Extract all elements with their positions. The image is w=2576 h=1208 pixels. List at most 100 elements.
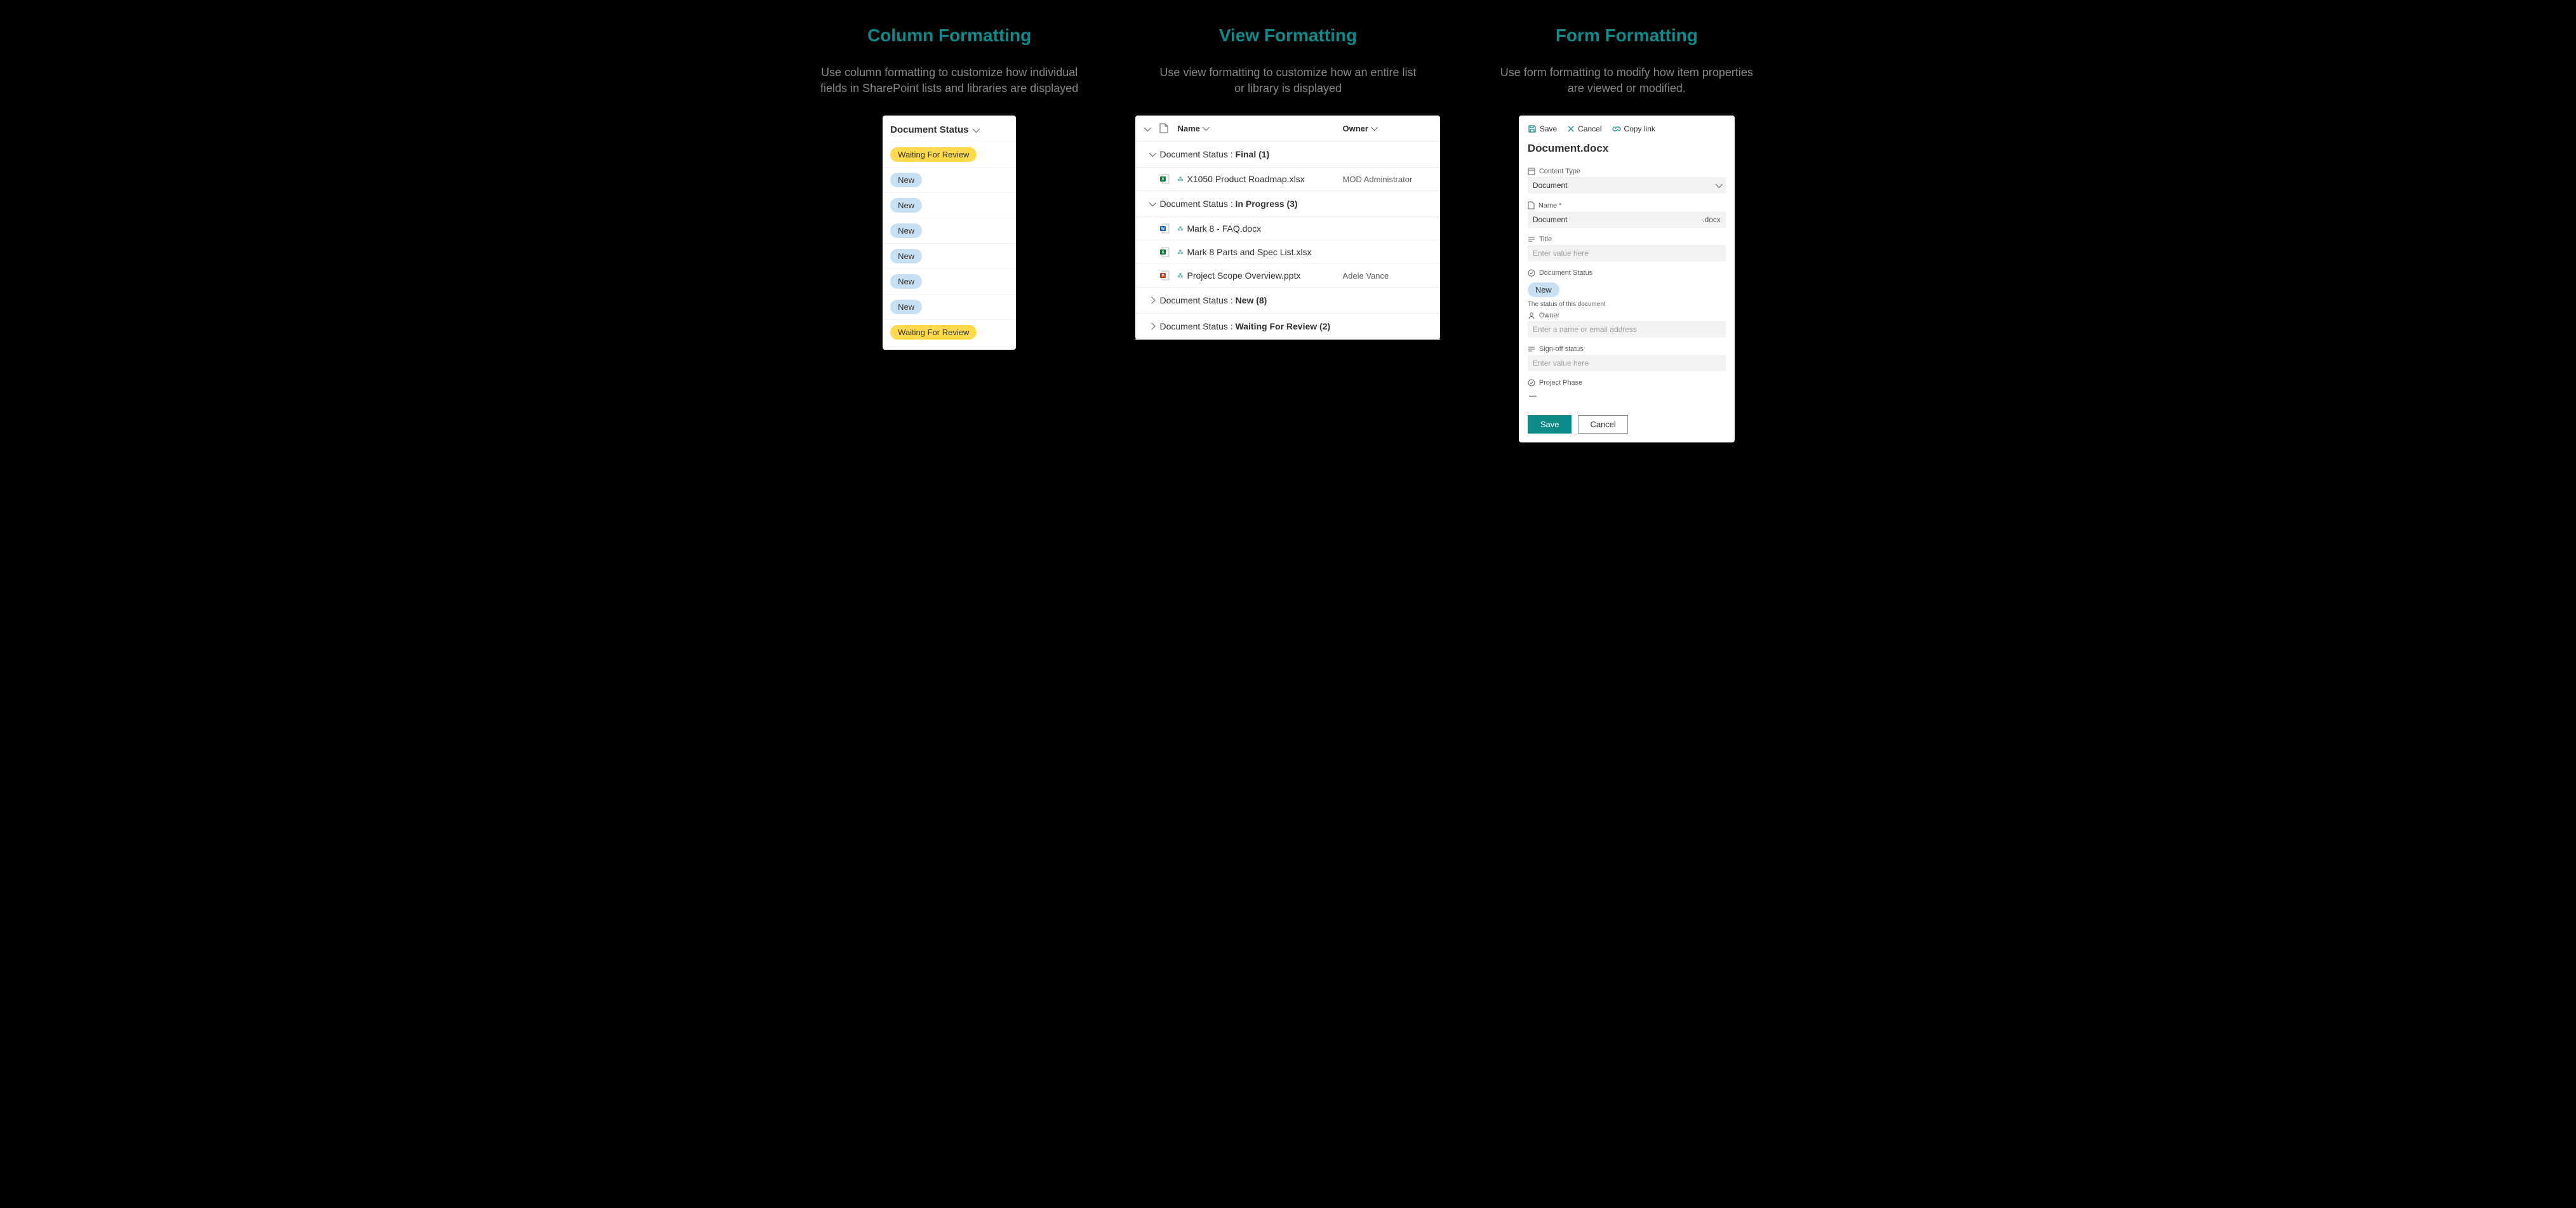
file-name: ⁂Mark 8 Parts and Spec List.xlsx	[1177, 247, 1342, 257]
text-icon	[1528, 346, 1535, 352]
check-circle-icon	[1528, 379, 1535, 387]
status-pill: Waiting For Review	[890, 325, 977, 340]
chevron-down-icon	[1149, 199, 1156, 206]
section-title: View Formatting	[1219, 25, 1357, 46]
section-title: Form Formatting	[1556, 25, 1698, 46]
column-header-label: Document Status	[890, 124, 968, 135]
section-view-formatting: View Formatting Use view formatting to c…	[1131, 25, 1445, 442]
status-pill[interactable]: New	[1528, 282, 1559, 297]
file-row[interactable]: X ⁂X1050 Product Roadmap.xlsx MOD Admini…	[1135, 168, 1440, 191]
status-row: New	[883, 218, 1016, 243]
status-row: New	[883, 294, 1016, 319]
chevron-right-icon	[1149, 297, 1156, 304]
chevron-down-icon	[1149, 150, 1156, 157]
field-owner: Owner Enter a name or email address	[1519, 308, 1735, 342]
status-pill: New	[890, 198, 922, 213]
xlsx-icon: X	[1159, 247, 1170, 257]
content-type-select[interactable]: Document	[1528, 177, 1726, 194]
doc-type-icon	[1159, 123, 1177, 133]
svg-text:W: W	[1161, 227, 1165, 231]
group-header[interactable]: Document Status : Final (1)	[1135, 142, 1440, 168]
chevron-down-icon	[972, 126, 979, 133]
form-document-title: Document.docx	[1519, 140, 1735, 164]
save-icon	[1528, 124, 1537, 133]
status-row: New	[883, 269, 1016, 294]
content-type-icon	[1528, 168, 1535, 175]
group-label: Document Status : In Progress (3)	[1159, 199, 1297, 209]
svg-text:P: P	[1162, 274, 1165, 278]
chevron-down-icon	[1716, 181, 1723, 188]
status-row: New	[883, 192, 1016, 218]
status-row: Waiting For Review	[883, 319, 1016, 345]
group-header[interactable]: Document Status : Waiting For Review (2)	[1135, 314, 1440, 340]
section-form-formatting: Form Formatting Use form formatting to m…	[1470, 25, 1783, 442]
shared-icon: ⁂	[1177, 272, 1183, 279]
field-signoff: Sign-off status Enter value here	[1519, 342, 1735, 375]
view-panel: Name Owner Document Status : Final (1) X…	[1135, 116, 1440, 340]
form-panel: Save Cancel Copy link Document.docx Cont…	[1519, 116, 1735, 442]
chevron-right-icon	[1149, 323, 1156, 330]
field-title: Title Enter value here	[1519, 232, 1735, 265]
group-label: Document Status : New (8)	[1159, 295, 1267, 305]
column-header[interactable]: Document Status	[883, 116, 1016, 142]
owner-input[interactable]: Enter a name or email address	[1528, 321, 1726, 338]
group-header[interactable]: Document Status : In Progress (3)	[1135, 191, 1440, 217]
save-button[interactable]: Save	[1528, 415, 1572, 434]
status-pill: New	[890, 223, 922, 238]
status-pill: New	[890, 300, 922, 314]
file-name: ⁂X1050 Product Roadmap.xlsx	[1177, 174, 1342, 184]
form-toolbar: Save Cancel Copy link	[1519, 122, 1735, 140]
xlsx-icon: X	[1159, 174, 1170, 184]
owner-column-header[interactable]: Owner	[1342, 124, 1431, 133]
view-header-row: Name Owner	[1135, 116, 1440, 142]
file-row[interactable]: X ⁂Mark 8 Parts and Spec List.xlsx	[1135, 241, 1440, 264]
shared-icon: ⁂	[1177, 176, 1183, 183]
title-input[interactable]: Enter value here	[1528, 245, 1726, 262]
status-pill: New	[890, 173, 922, 187]
status-pill: Waiting For Review	[890, 147, 977, 162]
status-hint: The status of this document	[1519, 298, 1735, 308]
name-column-header[interactable]: Name	[1177, 124, 1342, 133]
phase-value: —	[1528, 388, 1726, 402]
shared-icon: ⁂	[1177, 225, 1183, 232]
file-owner: Adele Vance	[1342, 271, 1431, 281]
file-owner: MOD Administrator	[1342, 175, 1431, 184]
status-row: New	[883, 167, 1016, 192]
svg-text:X: X	[1162, 178, 1165, 182]
section-description: Use form formatting to modify how item p…	[1493, 65, 1760, 96]
check-circle-icon	[1528, 269, 1535, 277]
file-row[interactable]: W ⁂Mark 8 - FAQ.docx	[1135, 217, 1440, 241]
status-pill: New	[890, 274, 922, 289]
cancel-button[interactable]: Cancel	[1578, 415, 1627, 434]
section-description: Use view formatting to customize how an …	[1154, 65, 1421, 96]
close-icon	[1567, 125, 1575, 133]
toolbar-cancel[interactable]: Cancel	[1567, 124, 1601, 133]
svg-text:X: X	[1162, 251, 1165, 255]
section-column-formatting: Column Formatting Use column formatting …	[793, 25, 1106, 442]
file-row[interactable]: P ⁂Project Scope Overview.pptx Adele Van…	[1135, 264, 1440, 288]
group-label: Document Status : Final (1)	[1159, 149, 1269, 159]
signoff-input[interactable]: Enter value here	[1528, 355, 1726, 371]
shared-icon: ⁂	[1177, 249, 1183, 256]
toolbar-save[interactable]: Save	[1528, 124, 1557, 133]
name-input[interactable]: Document .docx	[1528, 211, 1726, 228]
file-name: ⁂Mark 8 - FAQ.docx	[1177, 223, 1342, 234]
field-project-phase: Project Phase —	[1519, 375, 1735, 406]
expand-all-toggle[interactable]	[1144, 124, 1159, 133]
file-name: ⁂Project Scope Overview.pptx	[1177, 270, 1342, 281]
status-row: New	[883, 243, 1016, 269]
section-title: Column Formatting	[867, 25, 1031, 46]
field-content-type: Content Type Document	[1519, 164, 1735, 197]
docx-icon: W	[1159, 223, 1170, 234]
field-document-status: Document Status	[1519, 265, 1735, 280]
group-header[interactable]: Document Status : New (8)	[1135, 288, 1440, 314]
text-icon	[1528, 236, 1535, 242]
status-pill: New	[890, 249, 922, 263]
column-panel: Document Status Waiting For Review New New…	[883, 116, 1016, 350]
toolbar-copy-link[interactable]: Copy link	[1612, 124, 1655, 133]
link-icon	[1612, 125, 1621, 133]
pptx-icon: P	[1159, 270, 1170, 281]
group-label: Document Status : Waiting For Review (2)	[1159, 321, 1330, 331]
chevron-down-icon	[1203, 124, 1210, 131]
field-name: Name * Document .docx	[1519, 197, 1735, 232]
